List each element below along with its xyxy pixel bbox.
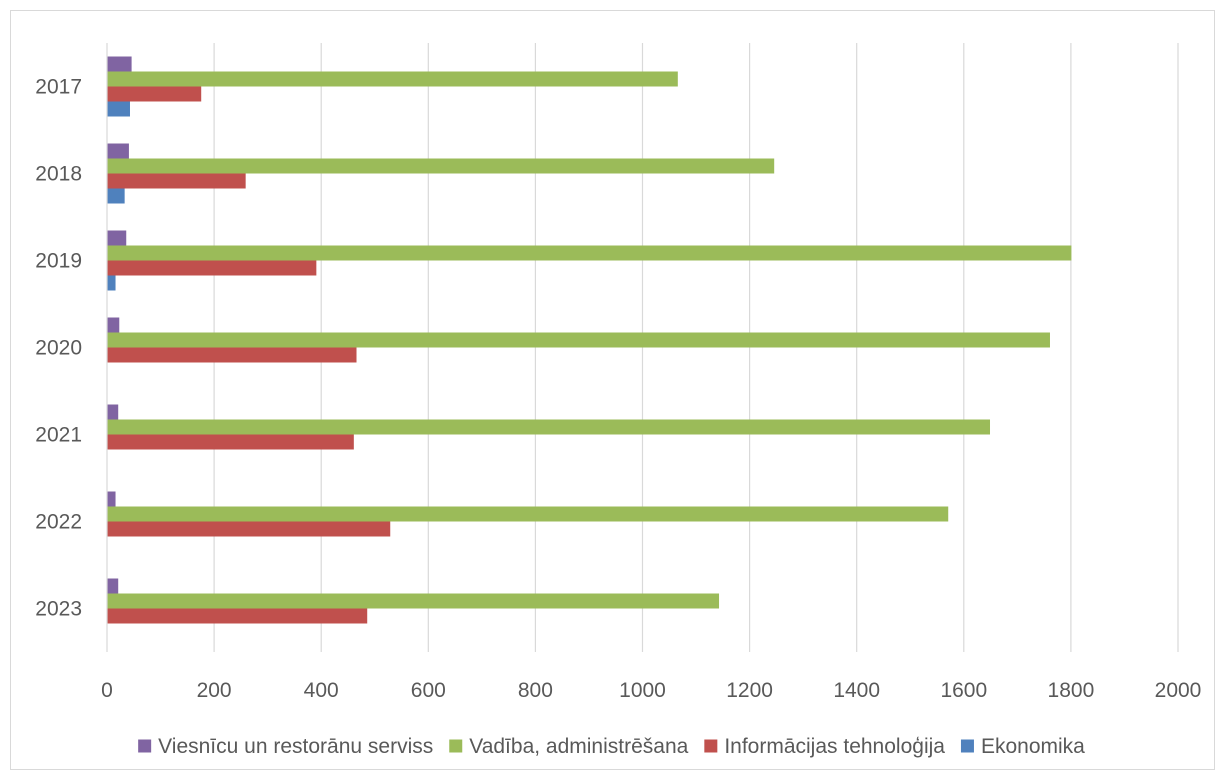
bar-2019-series-1 (107, 245, 1072, 261)
bar-2023-series-2 (107, 608, 368, 624)
legend-item: Ekonomika (960, 735, 1085, 758)
legend-item: Viesnīcu un restorānu serviss (138, 735, 433, 758)
x-tick-label: 600 (411, 679, 446, 702)
bar-2023-series-0 (107, 578, 119, 594)
legend: Viesnīcu un restorānu serviss Vadība, adm… (138, 735, 1085, 758)
bar-2018-series-0 (107, 143, 129, 159)
legend-swatch (960, 739, 974, 753)
category-label: 2019 (35, 250, 82, 273)
bar-2022-series-2 (107, 521, 391, 537)
x-tick-label: 1200 (726, 679, 773, 702)
bar-2017-series-0 (107, 56, 132, 72)
bar-2018-series-1 (107, 158, 775, 174)
x-tick-label: 0 (101, 679, 113, 702)
bar-2019-series-0 (107, 230, 127, 246)
bar-2020-series-0 (107, 317, 120, 333)
x-tick-label: 1600 (940, 679, 987, 702)
legend-swatch (138, 739, 152, 753)
x-tick-label: 800 (518, 679, 553, 702)
x-tick-label: 400 (304, 679, 339, 702)
legend-item: Informācijas tehnoloģija (704, 735, 945, 758)
bar-2021-series-0 (107, 404, 119, 420)
bar-2019-series-3 (107, 275, 116, 291)
legend-item: Vadība, administrēšana (449, 735, 689, 758)
bar-2020-series-1 (107, 332, 1050, 348)
x-tick-label: 1000 (619, 679, 666, 702)
bar-2018-series-2 (107, 173, 246, 189)
bar-2021-series-1 (107, 419, 991, 435)
bar-2017-series-3 (107, 101, 130, 117)
category-label: 2020 (35, 337, 82, 360)
bar-2017-series-1 (107, 71, 678, 87)
x-tick-label: 200 (197, 679, 232, 702)
bars (107, 56, 1072, 624)
bar-2017-series-2 (107, 86, 202, 102)
category-label: 2018 (35, 163, 82, 186)
bar-2020-series-2 (107, 347, 357, 363)
category-labels: 2017 2018 2019 2020 2021 2022 2023 (35, 76, 82, 621)
bar-2019-series-2 (107, 260, 317, 276)
legend-label: Ekonomika (981, 735, 1085, 758)
bar-2022-series-0 (107, 491, 116, 507)
grid-lines (213, 43, 1179, 652)
chart-frame (10, 10, 1215, 770)
legend-swatch (449, 739, 463, 753)
x-tick-label: 1400 (833, 679, 880, 702)
legend-label: Informācijas tehnoloģija (724, 735, 945, 758)
bar-2023-series-1 (107, 593, 720, 609)
category-label: 2021 (35, 424, 82, 447)
x-tick-label: 2000 (1155, 679, 1202, 702)
bar-2021-series-2 (107, 434, 354, 450)
bar-2022-series-1 (107, 506, 949, 522)
legend-label: Viesnīcu un restorānu serviss (158, 735, 433, 758)
legend-label: Vadība, administrēšana (469, 735, 688, 758)
bar-2018-series-3 (107, 188, 125, 204)
legend-swatch (704, 739, 718, 753)
x-tick-label: 1800 (1048, 679, 1095, 702)
x-tick-labels: 0 200 400 600 800 1000 1200 1400 1600 1800 2000 (101, 679, 1201, 702)
category-label: 2022 (35, 511, 82, 534)
category-label: 2017 (35, 76, 82, 99)
category-label: 2023 (35, 598, 82, 621)
